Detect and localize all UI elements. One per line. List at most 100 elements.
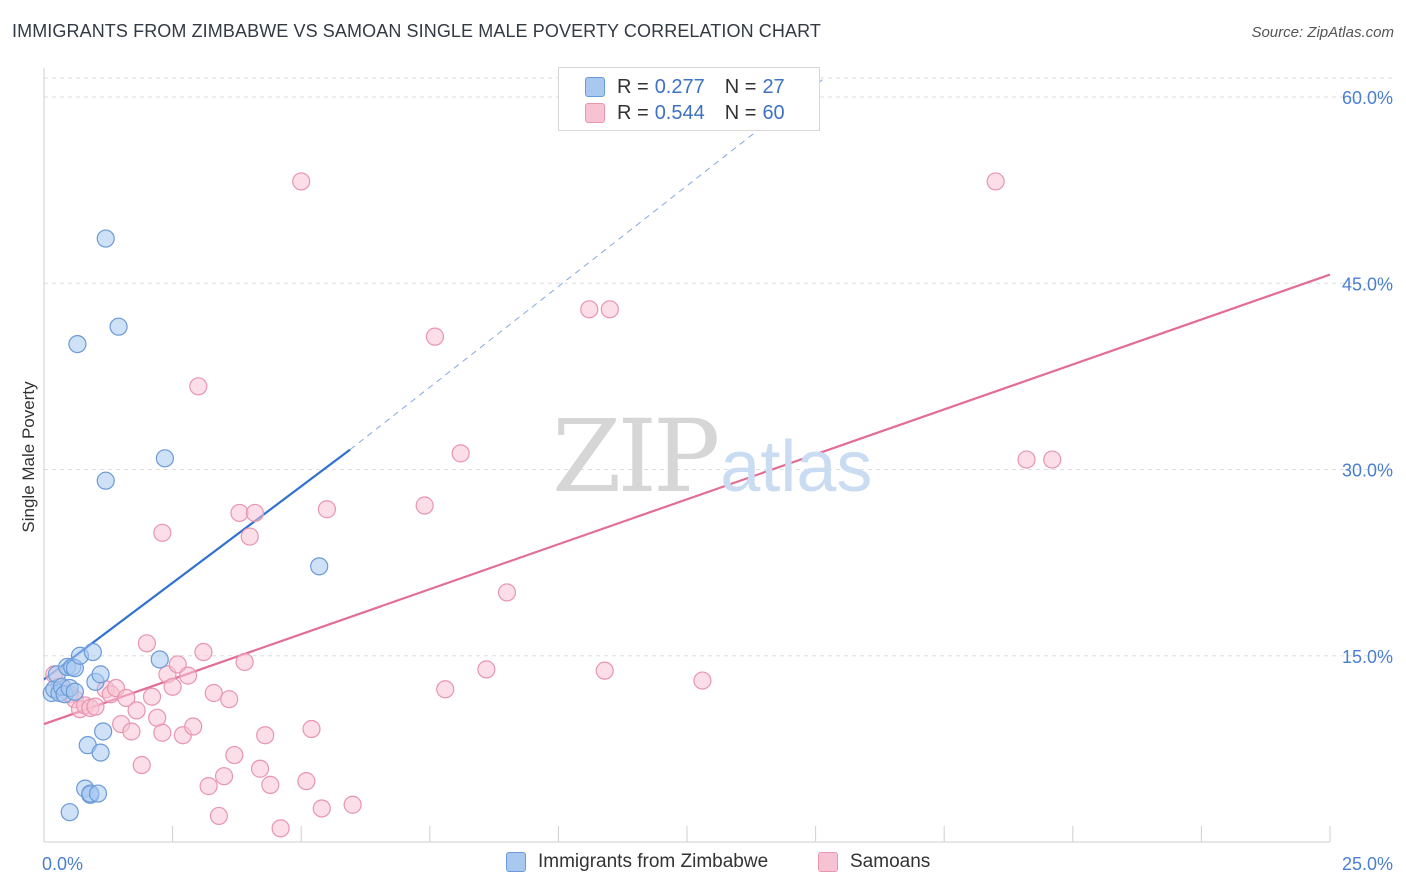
point-samoans <box>199 777 218 796</box>
point-samoans <box>214 767 234 786</box>
bottom-legend-swatch-blue <box>506 852 526 872</box>
point-samoans <box>153 723 172 742</box>
point-samoans <box>204 683 223 703</box>
point-samoans <box>477 660 496 679</box>
point-samoans <box>245 503 265 523</box>
bottom-legend: Immigrants from Zimbabwe Samoans <box>0 851 1406 877</box>
bottom-legend-label: Immigrants from Zimbabwe <box>538 851 769 872</box>
point-samoans <box>250 759 270 778</box>
data-points <box>42 172 1062 838</box>
x-tick-label: 0.0% <box>42 854 83 874</box>
point-samoans <box>225 745 244 765</box>
point-samoans <box>1017 450 1036 469</box>
y-tick-label: 45.0% <box>1342 274 1393 294</box>
point-samoans <box>436 680 455 699</box>
point-samoans <box>189 377 208 396</box>
point-samoans <box>261 775 280 794</box>
point-samoans <box>600 300 619 319</box>
point-samoans <box>425 327 445 346</box>
point-zimbabwe <box>96 229 115 248</box>
point-samoans <box>343 795 362 814</box>
point-samoans <box>220 690 239 709</box>
point-samoans <box>86 697 105 716</box>
point-samoans <box>117 688 136 708</box>
point-samoans <box>312 799 331 818</box>
point-zimbabwe <box>60 803 79 822</box>
point-samoans <box>497 583 517 602</box>
y-axis-label: Single Male Poverty <box>19 381 38 533</box>
point-samoans <box>163 677 182 696</box>
point-samoans <box>137 634 156 653</box>
trend-line-zimbabwe-extension <box>349 76 827 451</box>
legend-n-label: N = <box>724 101 757 124</box>
axes <box>43 68 1331 843</box>
point-zimbabwe <box>68 334 87 354</box>
point-samoans <box>230 503 249 523</box>
legend-n-value: 27 <box>762 75 785 98</box>
x-tick-label: 25.0% <box>1342 854 1393 874</box>
y-tick-label: 60.0% <box>1342 88 1393 108</box>
point-samoans <box>184 717 203 736</box>
point-zimbabwe <box>310 557 329 576</box>
point-zimbabwe <box>155 449 174 468</box>
point-samoans <box>168 655 187 674</box>
point-zimbabwe <box>83 642 102 662</box>
trend-line-samoans <box>43 273 1331 726</box>
point-samoans <box>297 772 316 791</box>
point-samoans <box>292 172 311 191</box>
point-samoans <box>153 523 172 542</box>
point-zimbabwe <box>150 650 169 669</box>
point-samoans <box>317 500 337 519</box>
point-samoans <box>127 701 146 720</box>
point-samoans <box>209 806 228 826</box>
legend-n-label: N = <box>724 75 757 98</box>
point-zimbabwe <box>65 682 84 701</box>
chart-title: IMMIGRANTS FROM ZIMBABWE VS SAMOAN SINGL… <box>12 21 821 41</box>
point-zimbabwe <box>96 471 115 490</box>
point-samoans <box>415 496 434 515</box>
legend-n-value: 60 <box>762 101 785 124</box>
point-samoans <box>132 755 151 775</box>
point-samoans <box>451 444 470 463</box>
legend-row-samoans: R = 0.544 N = 60 <box>585 100 785 126</box>
point-zimbabwe <box>94 722 113 741</box>
legend-swatch-blue <box>585 77 605 97</box>
point-zimbabwe <box>88 784 108 803</box>
point-samoans <box>1043 450 1062 469</box>
bottom-legend-samoans[interactable]: Samoans <box>818 851 930 873</box>
point-samoans <box>693 671 712 690</box>
trend-lines <box>43 76 1331 726</box>
y-tick-label: 30.0% <box>1342 461 1393 481</box>
grid-lines <box>44 77 1394 657</box>
point-samoans <box>271 819 290 838</box>
bottom-legend-zimbabwe[interactable]: Immigrants from Zimbabwe <box>506 851 768 873</box>
point-zimbabwe <box>91 665 110 684</box>
legend-r-label: R = <box>617 75 649 98</box>
point-samoans <box>194 642 213 662</box>
legend-row-zimbabwe: R = 0.277 N = 27 <box>585 74 785 100</box>
point-samoans <box>142 687 162 706</box>
point-samoans <box>302 719 321 739</box>
point-samoans <box>256 726 275 745</box>
y-tick-label: 15.0% <box>1342 647 1393 667</box>
source-label[interactable]: Source: ZipAtlas.com <box>1251 24 1394 41</box>
point-zimbabwe <box>91 743 110 762</box>
point-samoans <box>122 722 141 741</box>
legend-r-label: R = <box>617 101 649 124</box>
point-samoans <box>178 666 198 685</box>
legend-r-value: 0.277 <box>654 75 705 98</box>
legend-swatch-pink <box>585 103 605 123</box>
tick-labels: 15.0% 30.0% 45.0% 60.0% 0.0% 25.0% <box>42 88 1393 874</box>
legend-r-value: 0.544 <box>654 101 705 124</box>
trend-line-zimbabwe <box>43 448 351 681</box>
legend: R = 0.277 N = 27 R = 0.544 N = 60 <box>558 67 820 131</box>
point-samoans <box>595 661 614 680</box>
point-samoans <box>240 527 259 546</box>
bottom-legend-swatch-pink <box>818 852 838 872</box>
point-samoans <box>235 652 254 672</box>
bottom-legend-label: Samoans <box>850 851 931 872</box>
point-samoans <box>580 300 599 319</box>
point-samoans <box>986 172 1005 191</box>
point-zimbabwe <box>109 317 128 336</box>
